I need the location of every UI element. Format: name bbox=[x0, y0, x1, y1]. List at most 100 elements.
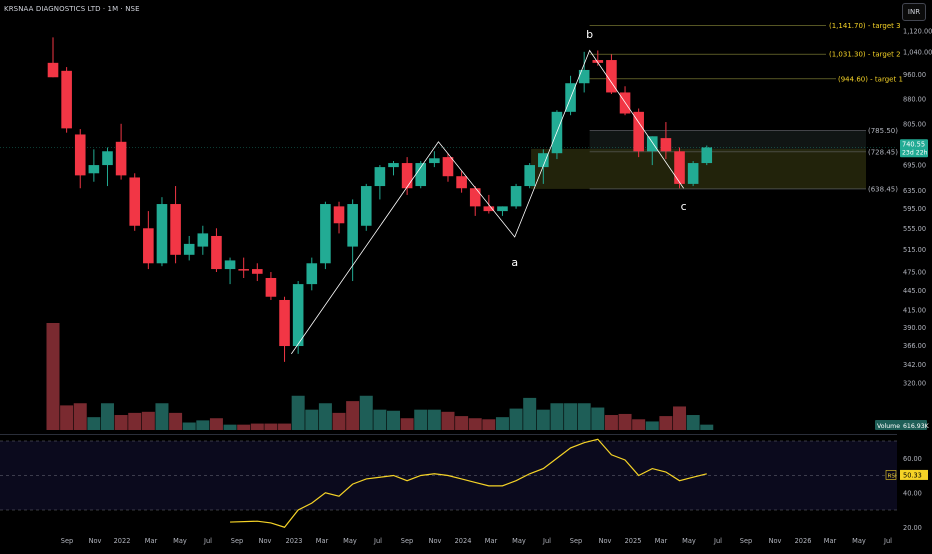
volume-label: Volume bbox=[877, 423, 900, 430]
price-axis-tick: 555.00 bbox=[903, 225, 926, 233]
candle-body[interactable] bbox=[401, 163, 413, 189]
volume-bar bbox=[400, 418, 414, 430]
time-axis-tick: Jul bbox=[542, 537, 551, 545]
candle-body[interactable] bbox=[646, 136, 658, 152]
volume-bar bbox=[359, 395, 373, 430]
price-axis-tick: 1,040.00 bbox=[903, 48, 932, 56]
demand-zone bbox=[531, 148, 866, 189]
candle-body[interactable] bbox=[483, 206, 495, 212]
rsi-value-badge bbox=[900, 469, 928, 480]
price-axis-tick: 390.00 bbox=[903, 324, 926, 332]
wave-label-b: b bbox=[586, 28, 593, 41]
price-axis-tick: 342.00 bbox=[903, 361, 926, 369]
candle-body[interactable] bbox=[674, 151, 685, 184]
candle-body[interactable] bbox=[279, 299, 290, 347]
volume-bar bbox=[387, 410, 400, 430]
volume-bar bbox=[278, 423, 292, 430]
candle-body[interactable] bbox=[74, 134, 86, 176]
candle-body[interactable] bbox=[578, 69, 590, 84]
current-price-value: 740.55 bbox=[902, 141, 925, 149]
time-axis-tick: Jul bbox=[203, 537, 212, 545]
candle-body[interactable] bbox=[538, 153, 549, 168]
candle-body[interactable] bbox=[292, 284, 304, 347]
candle-body[interactable] bbox=[456, 176, 467, 189]
currency-button[interactable]: INR bbox=[902, 3, 926, 21]
candle-body[interactable] bbox=[129, 177, 141, 226]
candle-body[interactable] bbox=[388, 163, 399, 168]
candle-body[interactable] bbox=[524, 165, 535, 187]
time-axis-tick: May bbox=[682, 537, 696, 545]
time-axis-tick: Mar bbox=[824, 537, 837, 545]
volume-bar bbox=[659, 416, 673, 430]
time-axis-tick: Jul bbox=[373, 537, 382, 545]
axes: 1,120.001,040.00960.00880.00805.00755.00… bbox=[61, 28, 932, 546]
time-axis-tick: 2025 bbox=[625, 537, 642, 545]
candle-body[interactable] bbox=[592, 60, 604, 63]
volume-bar bbox=[495, 417, 509, 430]
candle-body[interactable] bbox=[687, 163, 699, 184]
volume-bar bbox=[427, 409, 441, 430]
price-axis-tick: 635.00 bbox=[903, 187, 926, 195]
price-axis-tick: 445.00 bbox=[903, 287, 926, 295]
volume-bars bbox=[46, 323, 714, 430]
volume-bar bbox=[60, 405, 74, 430]
candle-body[interactable] bbox=[115, 141, 127, 176]
candle-body[interactable] bbox=[701, 147, 713, 164]
time-axis-tick: 2026 bbox=[795, 537, 812, 545]
candle-body[interactable] bbox=[469, 188, 481, 207]
rsi-axis-tick: 60.00 bbox=[903, 455, 922, 463]
candle-body[interactable] bbox=[347, 204, 358, 247]
volume-bar bbox=[155, 403, 169, 430]
volume-bar bbox=[305, 409, 319, 430]
candle-body[interactable] bbox=[170, 204, 181, 255]
candle-body[interactable] bbox=[660, 138, 672, 152]
candle-body[interactable] bbox=[183, 243, 195, 255]
candle-body[interactable] bbox=[238, 269, 249, 271]
volume-bar bbox=[318, 403, 332, 430]
volume-bar bbox=[441, 411, 455, 430]
candle-body[interactable] bbox=[102, 151, 113, 166]
candle-body[interactable] bbox=[156, 204, 168, 264]
time-axis-tick: May bbox=[343, 537, 357, 545]
rsi-pane bbox=[0, 434, 897, 528]
candle-body[interactable] bbox=[606, 60, 617, 93]
price-axis-tick: 415.00 bbox=[903, 306, 926, 314]
time-axis-tick: 2022 bbox=[114, 537, 131, 545]
candle-body[interactable] bbox=[415, 163, 427, 187]
time-axis-tick: Sep bbox=[401, 537, 413, 545]
volume-bar bbox=[509, 408, 523, 430]
rsi-label: RSI bbox=[888, 473, 897, 479]
candle-body[interactable] bbox=[224, 260, 236, 270]
candle-body[interactable] bbox=[360, 186, 372, 226]
level-label: (785.50) bbox=[868, 127, 898, 135]
candle-body[interactable] bbox=[497, 206, 508, 212]
candle-body[interactable] bbox=[61, 70, 72, 129]
candle-body[interactable] bbox=[211, 235, 222, 270]
candle-body[interactable] bbox=[374, 167, 386, 187]
price-axis-tick: 695.00 bbox=[903, 162, 926, 170]
candle-body[interactable] bbox=[143, 228, 154, 264]
candle-body[interactable] bbox=[88, 165, 100, 174]
candle-body[interactable] bbox=[197, 233, 209, 247]
level-label: (728.45) bbox=[868, 148, 898, 156]
time-axis-tick: May bbox=[173, 537, 187, 545]
upper-zone bbox=[589, 130, 866, 152]
candle-body[interactable] bbox=[47, 62, 59, 78]
candle-body[interactable] bbox=[510, 186, 522, 207]
candle-body[interactable] bbox=[333, 206, 345, 224]
time-axis-tick: Sep bbox=[61, 537, 73, 545]
volume-bar bbox=[632, 419, 646, 430]
candle-body[interactable] bbox=[265, 277, 277, 297]
candle-body[interactable] bbox=[442, 157, 454, 177]
time-axis-tick: Nov bbox=[769, 537, 782, 545]
price-axis-tick: 515.00 bbox=[903, 246, 926, 254]
candle-body[interactable] bbox=[429, 158, 440, 164]
time-axis-tick: Nov bbox=[599, 537, 612, 545]
candle-body[interactable] bbox=[320, 204, 331, 264]
candle-body[interactable] bbox=[633, 111, 644, 152]
candlesticks bbox=[47, 37, 713, 362]
candle-body[interactable] bbox=[252, 269, 263, 274]
candle-body[interactable] bbox=[306, 263, 318, 285]
